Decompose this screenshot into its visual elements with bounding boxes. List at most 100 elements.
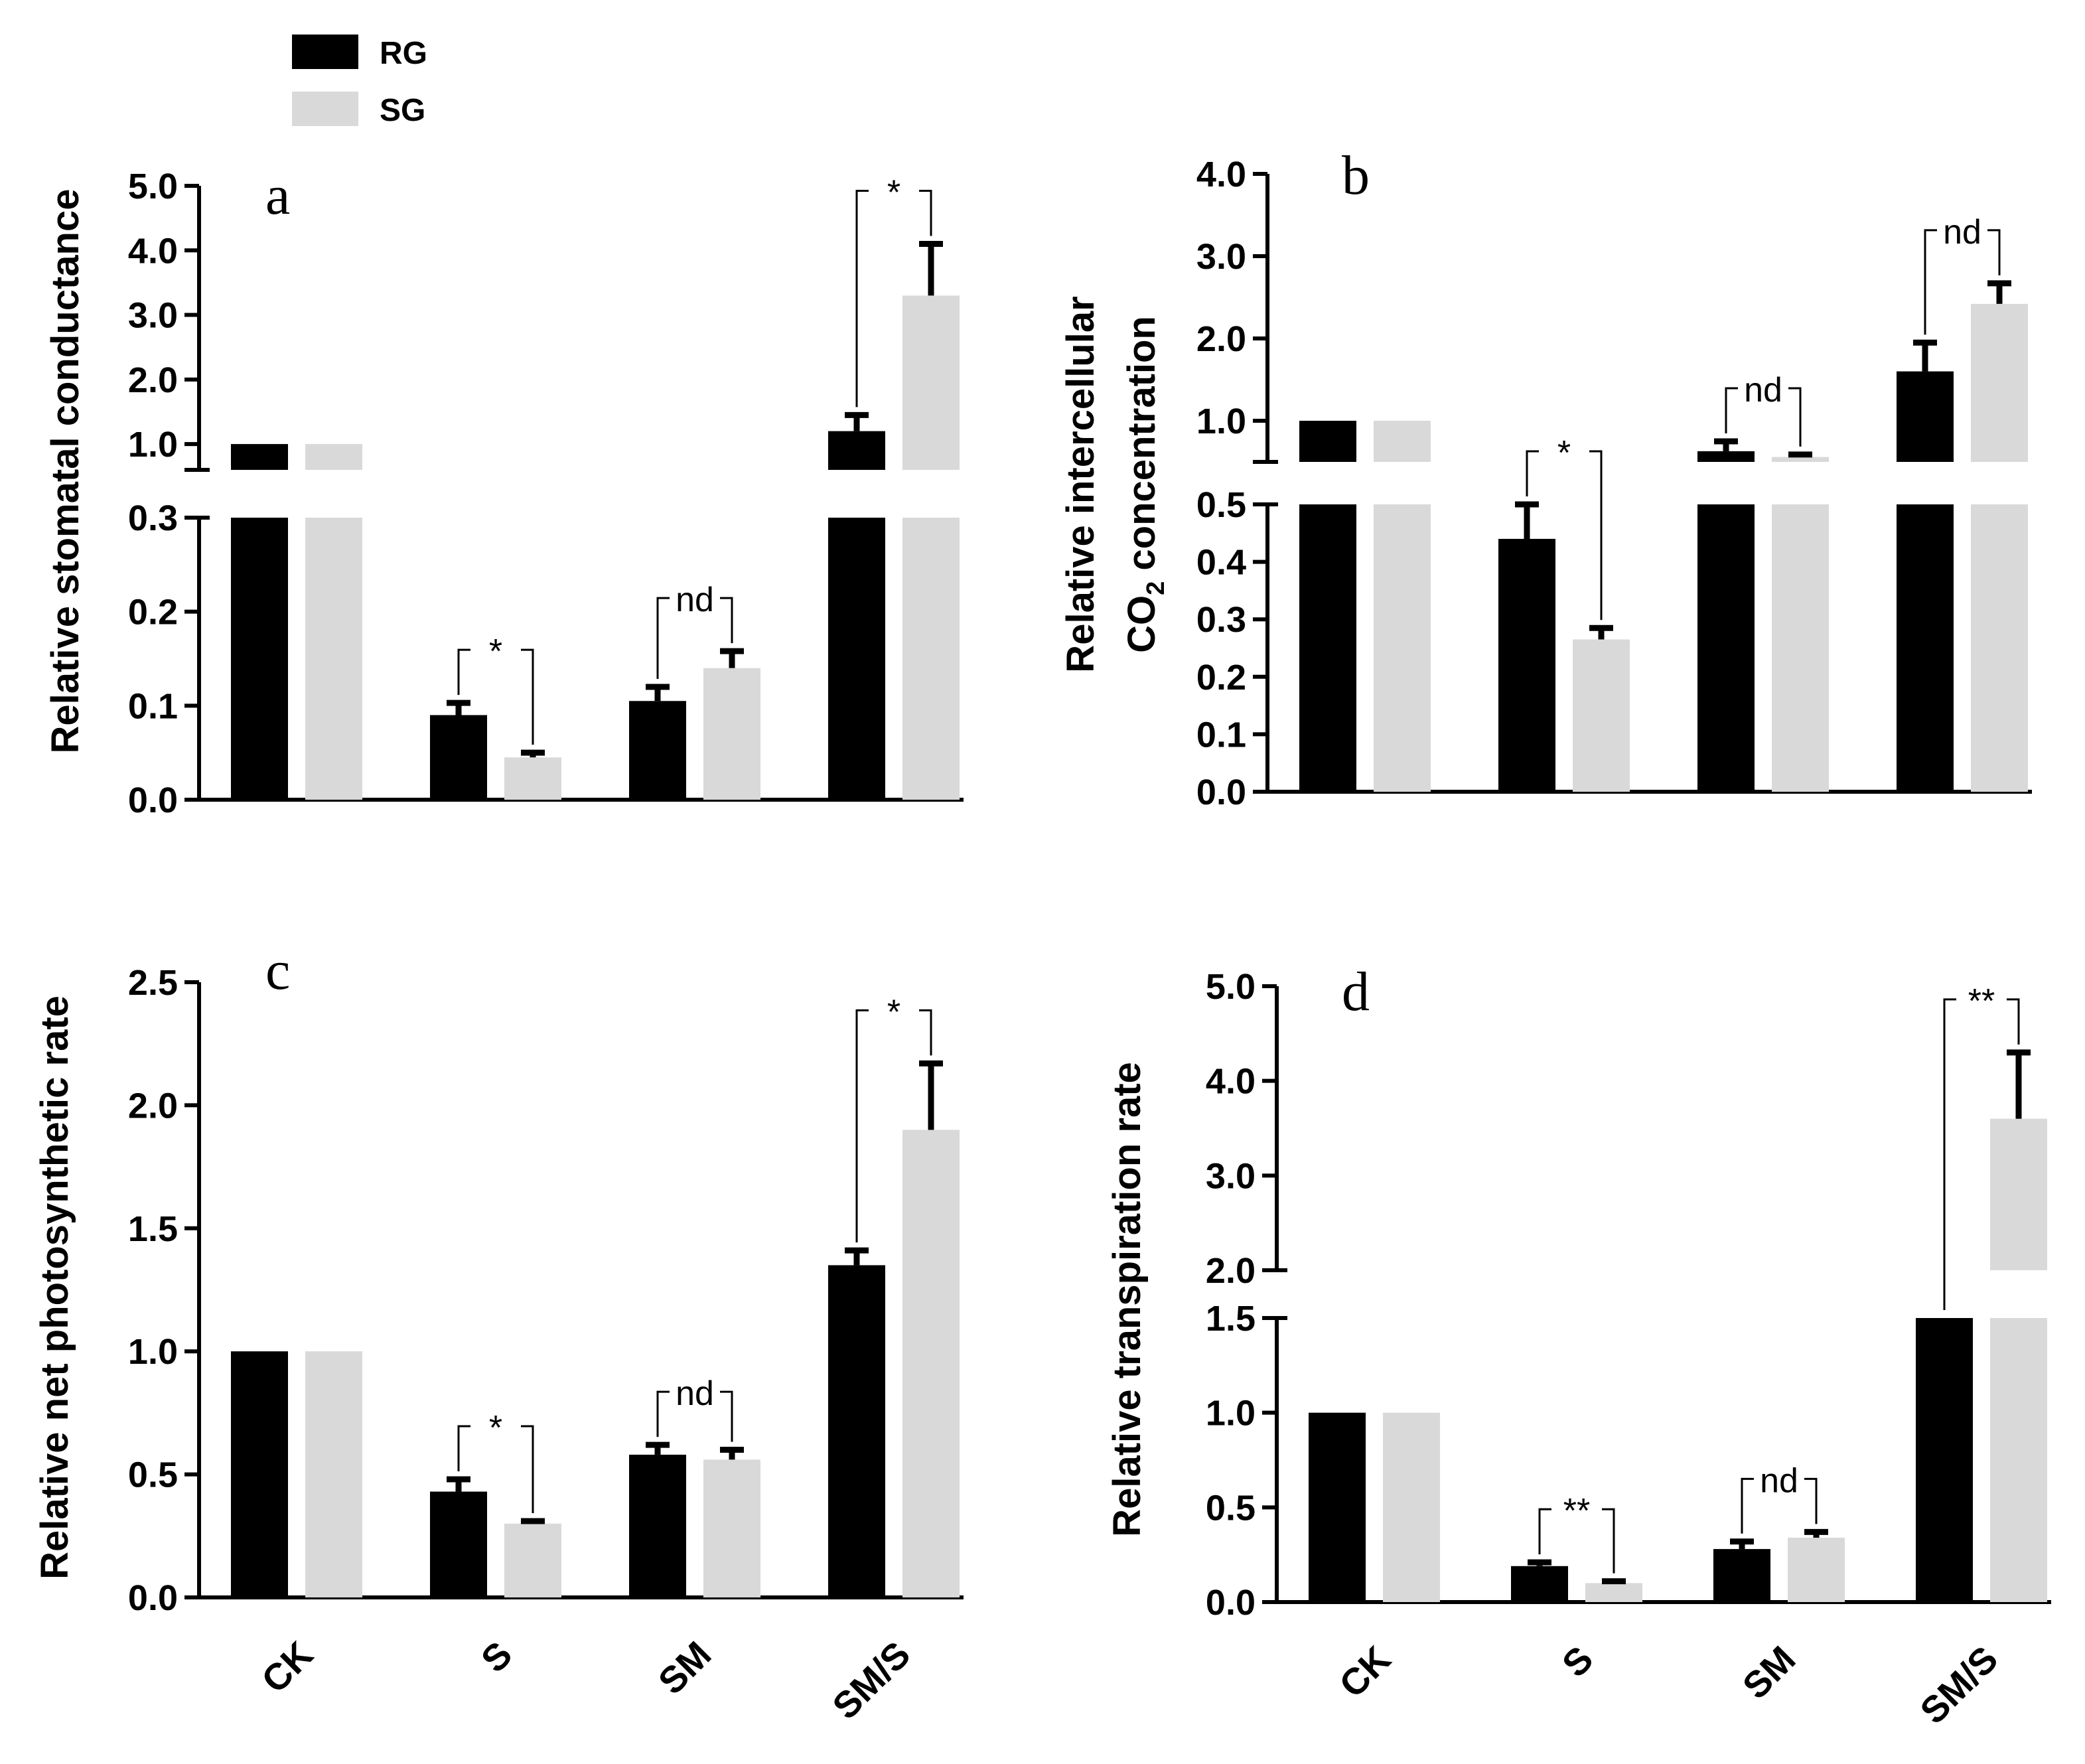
significance-label: ** [1563,1492,1590,1530]
significance-bracket-left [457,648,470,696]
category-label-ck: CK [253,1633,321,1701]
y-tick-label: 2.0 [128,360,178,400]
significance-label: nd [1943,213,1981,252]
significance-bracket-right [2007,998,2020,1045]
bar-rg-ck [1309,1412,1366,1602]
y-tick-label: 4.0 [1206,1062,1256,1102]
bar-rg-ck [231,1351,288,1597]
significance-label: nd [1760,1461,1798,1500]
bar-sg-sm [703,1459,760,1597]
y-tick-label: 1.0 [1196,402,1246,441]
significance-label: * [1557,434,1571,473]
legend-swatch-sg [292,92,358,126]
bar-sg-sm [1788,1537,1845,1602]
bar-rg-sm-s [1916,1318,1973,1602]
y-axis-label-b-subscript: 2 [1142,581,1170,595]
significance-bracket-left [1725,387,1738,433]
y-axis-label-b-rest: concentration [1120,316,1163,581]
bar-sg-ck-upper [305,444,362,470]
y-tick-label: 0.0 [128,780,178,820]
bar-sg-s [1585,1583,1642,1602]
y-tick-label: 4.0 [1196,155,1246,194]
category-label-s: S [473,1633,520,1680]
significance-bracket-left [1924,229,1937,335]
y-tick-label: 4.0 [128,231,178,271]
bar-sg-sm-lower [1772,504,1829,792]
y-tick-label: 5.0 [1206,967,1256,1007]
y-tick-label: 0.2 [1196,658,1246,698]
significance-bracket-right [919,1009,932,1056]
panel-d: d Relative transpiration rate 0.0 0.5 1.0 1… [1106,961,2051,1731]
legend-swatch-rg [292,35,358,69]
bar-sg-ck-lower [1374,504,1431,792]
bar-rg-sm-s-lower [828,518,885,800]
bar-rg-sm-upper [1697,451,1755,462]
bar-sg-sm-s-upper [902,295,960,470]
legend-label-rg: RG [380,36,427,71]
significance-bracket-right [919,190,932,236]
significance-bracket-left [1943,998,1956,1310]
significance-label: * [887,993,900,1031]
y-tick-label: 2.0 [1206,1251,1256,1291]
significance-label: nd [1744,371,1782,409]
significance-bracket-left [855,1009,869,1243]
bar-rg-s [430,1491,487,1597]
panel-letter-a: a [265,165,290,226]
panel-letter-b: b [1342,145,1370,206]
significance-label: nd [676,1374,714,1413]
category-label-sm: SM [650,1633,719,1702]
category-label-s: S [1554,1638,1601,1685]
y-tick-label: 0.0 [128,1578,178,1618]
bar-sg-sm-s-upper [1971,303,2028,462]
bar-rg-sm-s-upper [828,431,885,470]
category-label-ck: CK [1331,1638,1399,1706]
y-tick-label: 2.0 [128,1086,178,1126]
significance-bracket-right [720,1390,733,1442]
y-axis-label-b-line2: CO2 concentration [1120,316,1170,653]
bar-sg-s [504,757,561,800]
bar-sg-s [1573,639,1630,792]
category-label-sm: SM [1735,1638,1804,1707]
bar-rg-ck-lower [1299,504,1356,792]
significance-bracket-right [1589,450,1603,621]
significance-bracket-right [521,1425,534,1514]
significance-label: * [489,632,502,671]
legend: RG SG [292,35,427,128]
bar-rg-s [1511,1566,1568,1602]
bar-sg-sm-s [902,1130,960,1597]
bar-sg-ck-upper [1374,421,1431,462]
bar-sg-ck [305,1351,362,1597]
y-tick-label: 2.5 [128,963,178,1003]
significance-label: ** [1968,982,1995,1021]
bar-sg-sm-s-upper [1990,1118,2047,1270]
y-tick-label: 0.0 [1206,1583,1256,1623]
y-tick-label: 1.5 [1206,1299,1256,1339]
significance-bracket-left [656,1390,670,1437]
bar-sg-sm-s-lower [902,518,960,800]
significance-bracket-left [457,1425,470,1472]
bar-sg-sm [703,668,760,800]
y-tick-label: 3.0 [1206,1156,1256,1196]
significance-bracket-left [1741,1477,1754,1534]
y-tick-label: 0.1 [128,686,178,726]
y-tick-label: 0.5 [128,1455,178,1495]
category-label-sm-s: SM/S [1912,1638,2005,1731]
significance-bracket-right [1602,1508,1615,1574]
y-axis-label-c: Relative net photosynthetic rate [33,995,76,1580]
significance-bracket-left [855,190,869,407]
y-tick-label: 0.0 [1196,772,1246,812]
y-axis-label-d: Relative transpiration rate [1106,1062,1149,1537]
bar-sg-sm-s-lower [1990,1318,2047,1602]
panel-letter-c: c [265,940,290,1001]
significance-bracket-right [521,648,534,745]
y-tick-label: 1.5 [128,1209,178,1249]
bar-rg-sm-s-lower [1897,504,1954,792]
y-tick-label: 0.1 [1196,715,1246,755]
bar-sg-s [504,1523,561,1597]
significance-label: nd [676,581,714,619]
y-tick-label: 1.0 [128,1332,178,1372]
panel-b: b Relative intercellular CO2 concentrati… [1059,145,2032,812]
y-axis-label-b-line1: Relative intercellular [1059,296,1102,672]
y-axis-label-b-co: CO [1120,595,1163,653]
